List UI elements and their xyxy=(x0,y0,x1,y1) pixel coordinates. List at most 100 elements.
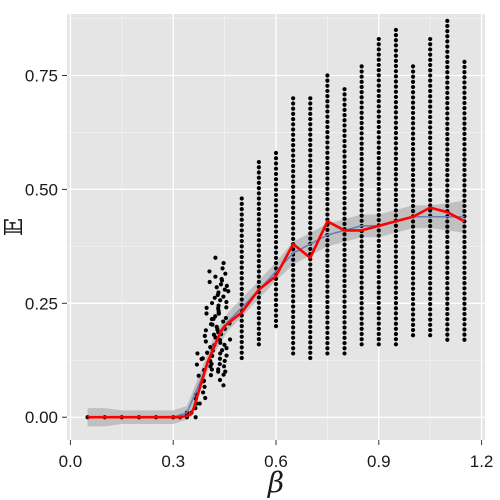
data-point xyxy=(445,162,450,167)
data-point xyxy=(222,358,227,364)
data-point xyxy=(273,313,279,318)
data-point xyxy=(445,198,450,203)
data-point xyxy=(359,120,364,126)
data-point xyxy=(207,269,212,274)
data-point xyxy=(218,340,223,345)
data-point xyxy=(342,118,347,123)
data-point xyxy=(445,29,450,34)
data-point xyxy=(325,150,330,155)
data-point xyxy=(445,296,450,301)
data-point xyxy=(308,210,313,215)
data-point xyxy=(325,227,330,233)
data-point xyxy=(359,95,364,100)
data-point xyxy=(325,207,330,212)
data-point xyxy=(393,290,399,295)
data-point xyxy=(445,306,450,312)
data-point xyxy=(208,345,213,350)
data-point xyxy=(359,239,364,244)
data-point xyxy=(325,299,330,305)
data-point xyxy=(445,270,450,275)
data-point xyxy=(256,186,261,191)
data-point xyxy=(239,297,244,302)
data-point xyxy=(208,373,214,378)
data-point xyxy=(393,151,399,156)
x-tick-label: 0.3 xyxy=(161,452,185,471)
data-point xyxy=(221,364,227,369)
data-point xyxy=(256,243,261,248)
data-point xyxy=(393,136,399,141)
data-point xyxy=(291,304,296,309)
data-point xyxy=(376,233,381,238)
data-point xyxy=(410,162,416,167)
y-tick-label: 0.50 xyxy=(25,180,58,199)
data-point xyxy=(359,182,364,187)
data-point xyxy=(428,94,433,99)
data-point xyxy=(445,219,450,224)
data-point xyxy=(428,36,433,42)
data-point xyxy=(376,192,381,197)
data-point xyxy=(445,327,450,332)
data-point xyxy=(273,166,279,171)
data-point xyxy=(239,201,244,206)
data-point xyxy=(462,337,467,342)
data-point xyxy=(291,299,296,304)
data-point xyxy=(445,23,450,29)
data-point xyxy=(393,110,399,115)
data-point xyxy=(239,350,244,355)
lines-layer xyxy=(87,206,466,419)
data-point xyxy=(359,244,364,249)
data-point xyxy=(308,236,313,241)
data-point xyxy=(342,278,347,283)
data-point xyxy=(256,274,261,279)
data-point xyxy=(239,238,244,244)
data-point xyxy=(291,158,296,163)
data-point xyxy=(308,329,313,335)
data-point xyxy=(445,106,450,111)
data-point xyxy=(393,187,399,192)
data-point xyxy=(273,261,279,266)
data-point xyxy=(428,307,433,312)
data-point xyxy=(462,142,467,147)
data-point xyxy=(359,316,364,321)
data-point xyxy=(308,111,313,116)
data-point xyxy=(376,161,381,166)
data-point xyxy=(410,167,416,172)
data-point xyxy=(410,84,416,90)
data-point xyxy=(195,351,200,356)
data-point xyxy=(325,171,330,176)
data-point xyxy=(308,137,313,142)
data-point xyxy=(428,177,433,182)
data-point xyxy=(393,166,399,172)
data-point xyxy=(325,99,330,104)
data-point xyxy=(239,207,244,212)
data-point xyxy=(325,253,330,258)
data-point xyxy=(213,255,218,260)
data-point xyxy=(462,162,467,167)
data-point xyxy=(445,275,450,281)
data-point xyxy=(393,326,399,331)
data-point xyxy=(256,206,261,212)
data-point xyxy=(462,116,467,121)
data-point xyxy=(359,254,364,259)
data-point xyxy=(219,278,225,283)
data-point xyxy=(410,136,416,141)
data-point xyxy=(428,140,433,146)
data-point xyxy=(239,292,244,297)
data-point xyxy=(376,238,381,243)
data-point xyxy=(208,322,214,327)
data-point xyxy=(428,249,433,255)
data-point xyxy=(342,304,347,309)
data-point xyxy=(291,137,296,143)
data-point xyxy=(376,181,381,187)
data-point xyxy=(273,177,279,182)
data-point xyxy=(410,105,416,110)
data-point xyxy=(376,295,381,300)
data-point xyxy=(376,285,381,290)
data-point xyxy=(216,303,221,308)
data-point xyxy=(428,239,433,244)
data-point xyxy=(393,141,399,146)
data-point xyxy=(410,152,416,157)
data-point xyxy=(308,106,313,111)
data-point xyxy=(428,62,433,68)
data-point xyxy=(291,101,296,106)
